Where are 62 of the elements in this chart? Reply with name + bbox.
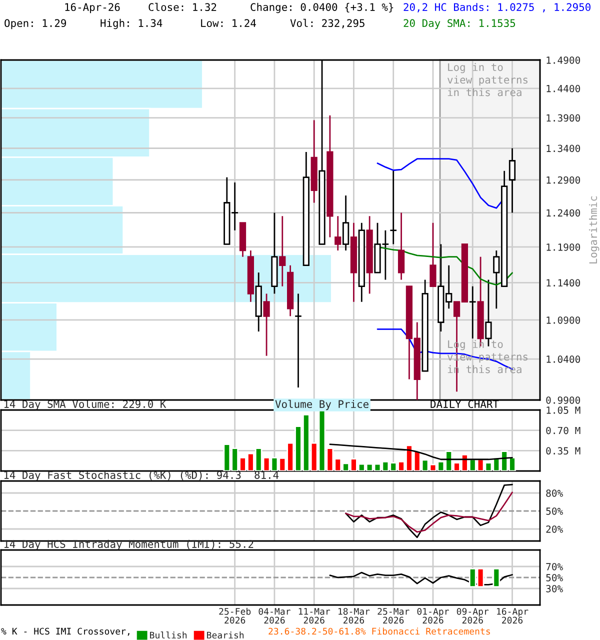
text: Open: 1.29 xyxy=(4,19,66,30)
x-tick-label: 09-Apr 2026 xyxy=(456,608,489,624)
candlestick xyxy=(508,148,516,214)
chart-title: 14 Day SMA Volume: 229.0 K xyxy=(4,400,166,410)
y-tick-label: 50% xyxy=(546,574,563,582)
text: 16-Apr-26 xyxy=(65,3,120,14)
y-tick-label: 1.1900 xyxy=(546,243,580,251)
x-tick-label: 16-Apr 2026 xyxy=(497,608,528,624)
x-tick-label: 25-Feb 2026 xyxy=(219,608,251,624)
text: Volume By Price xyxy=(275,400,368,410)
y-tick-label: 1.2900 xyxy=(546,176,580,184)
candlestick xyxy=(263,292,270,357)
y-axis-title: Logarithmic xyxy=(589,196,600,264)
text: High: 1.34 xyxy=(100,18,162,30)
legend-label: Bullish xyxy=(150,632,187,639)
y-tick-label: 1.4400 xyxy=(546,84,580,92)
y-tick-label: 20% xyxy=(546,526,563,533)
text: Close: 1.32 xyxy=(148,2,216,12)
candlestick xyxy=(430,222,436,288)
x-tick-label: 25-Mar 2026 xyxy=(378,608,410,624)
line-series xyxy=(345,492,513,533)
text: 20,2 HC Bands: 1.0275 , 1.2950 xyxy=(404,2,590,12)
y-tick-label: 1.1400 xyxy=(546,279,580,287)
text: Vol: 232,295 xyxy=(290,18,364,28)
candlestick xyxy=(342,194,350,252)
text: 23.6-38.2-50-61.8% Fibonacci Retracements xyxy=(268,628,490,635)
y-tick-label: 0.35 M xyxy=(546,447,580,455)
candlestick xyxy=(279,215,286,288)
text: 20 Day SMA: 1.1535 xyxy=(404,19,516,30)
legend-label: Bearish xyxy=(207,632,244,639)
candlestick xyxy=(334,215,342,252)
text: % K - HCS IMI Crossover, xyxy=(1,628,130,636)
y-tick-label: 0.70 M xyxy=(546,426,580,434)
annotation: Log in to view patterns in this area xyxy=(448,63,528,96)
x-tick-label: 04-Mar 2026 xyxy=(258,608,290,624)
line-series xyxy=(345,484,513,538)
y-tick-label: 1.0900 xyxy=(546,316,580,324)
candlestick xyxy=(294,292,302,388)
y-tick-label: 30% xyxy=(546,585,563,592)
y-tick-label: 1.3900 xyxy=(546,114,580,122)
y-tick-label: 0.9900 xyxy=(546,396,580,404)
candlestick xyxy=(389,170,398,245)
y-tick-label: 1.05 M xyxy=(546,406,580,414)
candlestick xyxy=(398,212,405,280)
x-tick-label: 11-Mar 2026 xyxy=(298,608,330,624)
line-series xyxy=(329,572,513,586)
y-tick-label: 1.4900 xyxy=(546,56,580,64)
text: Change: 0.0400 {+3.1 %} xyxy=(250,2,394,14)
y-tick-label: 1.0400 xyxy=(546,356,580,363)
text: Low: 1.24 xyxy=(201,19,256,28)
x-tick-label: 18-Mar 2026 xyxy=(338,608,370,624)
candlestick xyxy=(485,279,492,348)
y-tick-label: 80% xyxy=(546,490,563,497)
y-tick-label: 1.3400 xyxy=(546,144,580,152)
x-tick-label: 01-Apr 2026 xyxy=(417,608,449,624)
y-tick-label: 70% xyxy=(546,563,563,570)
y-tick-label: 1.2400 xyxy=(546,209,580,217)
y-tick-label: 50% xyxy=(546,508,563,515)
chart-title: 14 Day HCS Intraday Momentum (IMI): 55.2 xyxy=(4,540,254,550)
candlestick xyxy=(468,286,476,340)
chart-title: 14 Day Fast Stochastic (%K) (%D): 94.3 81.4 xyxy=(4,470,279,481)
line-series xyxy=(329,444,513,460)
